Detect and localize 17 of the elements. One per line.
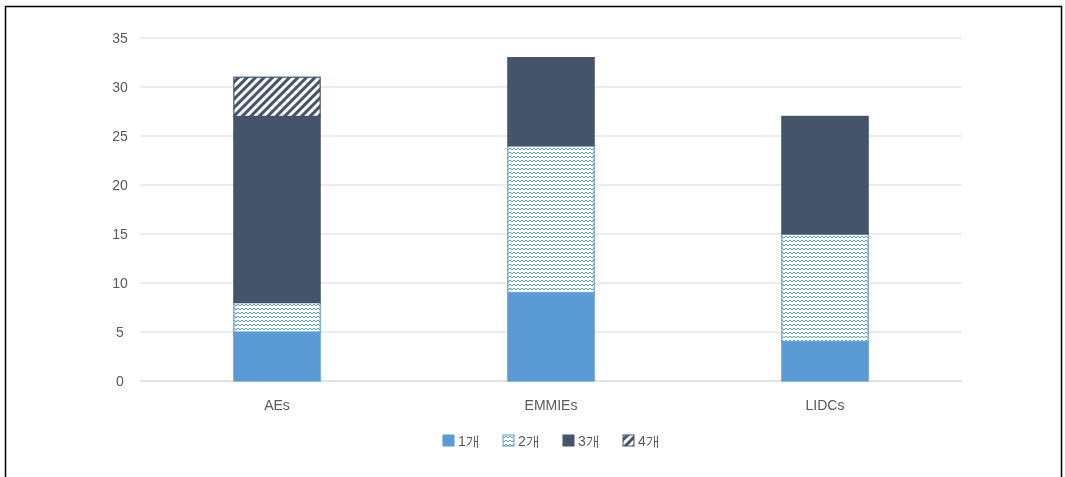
x-tick-label: LIDCs — [805, 397, 845, 413]
x-tick-label: EMMIEs — [524, 397, 578, 413]
y-tick-label: 25 — [112, 128, 128, 144]
legend-label: 2개 — [518, 433, 540, 449]
x-tick-label: AEs — [264, 397, 290, 413]
legend-label: 4개 — [638, 433, 660, 449]
y-tick-label: 5 — [116, 324, 125, 340]
legend-label: 1개 — [458, 433, 480, 449]
y-tick-label: 20 — [112, 177, 128, 193]
bar — [781, 115, 869, 235]
y-tick-label: 35 — [112, 30, 128, 46]
y-tick-label: 30 — [112, 79, 128, 95]
bar — [507, 57, 595, 147]
y-tick-label: 15 — [112, 226, 128, 242]
legend-label: 3개 — [578, 433, 600, 449]
y-tick-label: 0 — [116, 373, 125, 389]
y-tick-label: 10 — [112, 275, 128, 291]
